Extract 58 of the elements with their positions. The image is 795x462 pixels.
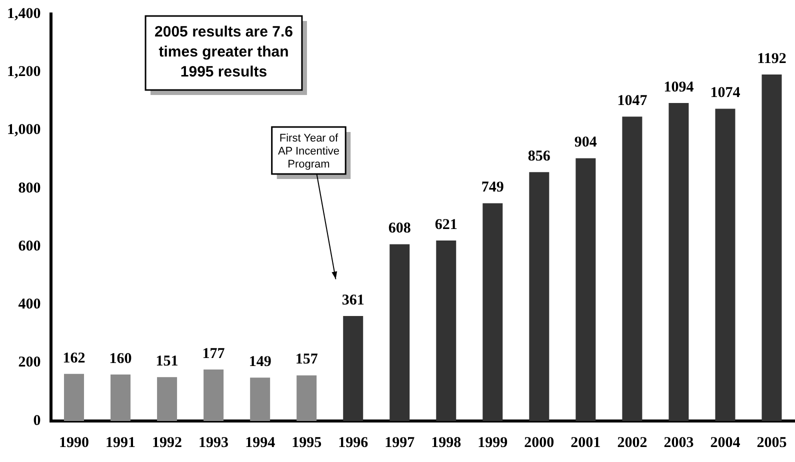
data-label: 904 — [574, 134, 598, 151]
x-tick-label: 1995 — [292, 434, 322, 451]
data-label: 856 — [528, 148, 551, 165]
x-tick-label: 1997 — [384, 434, 416, 451]
y-tick-label: 1,000 — [7, 122, 41, 138]
x-tick-label: 1996 — [338, 434, 369, 451]
data-label: 162 — [62, 350, 86, 366]
bar — [157, 377, 178, 421]
bar — [762, 74, 782, 421]
bar — [64, 374, 84, 421]
bar — [622, 116, 642, 421]
data-label: 151 — [156, 353, 178, 370]
bar — [390, 244, 410, 421]
data-label: 160 — [109, 350, 132, 367]
data-label: 1047 — [617, 92, 648, 109]
x-tick-label: 1998 — [431, 434, 462, 451]
data-label: 1074 — [710, 85, 741, 102]
bar — [250, 378, 270, 421]
bar — [715, 108, 736, 421]
bar — [576, 158, 596, 421]
annotation: First Year of AP Incentive Program — [278, 132, 340, 171]
x-tick-label: 1994 — [245, 434, 276, 451]
bar — [296, 375, 317, 421]
x-tick-label: 2003 — [664, 434, 694, 451]
y-tick-label: 1,400 — [7, 6, 41, 22]
x-tick-label: 1990 — [59, 434, 90, 451]
x-tick-label: 1992 — [152, 434, 182, 451]
bar — [668, 102, 689, 421]
data-label: 621 — [434, 216, 458, 233]
data-label: 149 — [248, 354, 272, 370]
bar — [110, 374, 131, 421]
data-label: 1094 — [664, 79, 694, 96]
data-label: 157 — [295, 352, 318, 368]
data-label: 608 — [388, 220, 411, 237]
y-tick-label: 0 — [33, 412, 41, 429]
y-tick-label: 800 — [18, 180, 41, 196]
data-label: 361 — [342, 292, 364, 308]
bar — [529, 172, 550, 421]
x-tick-label: 1993 — [198, 434, 229, 451]
bar — [482, 203, 503, 421]
data-label: 749 — [481, 180, 504, 196]
x-tick-label: 2000 — [524, 434, 554, 451]
data-label: 1192 — [757, 50, 786, 67]
data-label: 177 — [202, 346, 226, 362]
y-tick-label: 1,200 — [7, 64, 41, 80]
y-tick-label: 600 — [18, 238, 41, 254]
x-tick-label: 2004 — [710, 434, 741, 451]
bar — [204, 370, 224, 421]
x-tick-label: 1991 — [106, 434, 136, 451]
annotation: 2005 results are 7.6 times greater than 1995 results — [154, 24, 293, 81]
x-tick-label: 1999 — [478, 434, 508, 451]
y-tick-label: 400 — [18, 296, 41, 313]
x-tick-label: 2005 — [756, 434, 787, 451]
bar — [436, 240, 456, 421]
bar — [343, 316, 364, 421]
y-tick-label: 200 — [18, 354, 41, 371]
x-tick-label: 2001 — [570, 434, 601, 451]
x-tick-label: 2002 — [617, 434, 648, 451]
